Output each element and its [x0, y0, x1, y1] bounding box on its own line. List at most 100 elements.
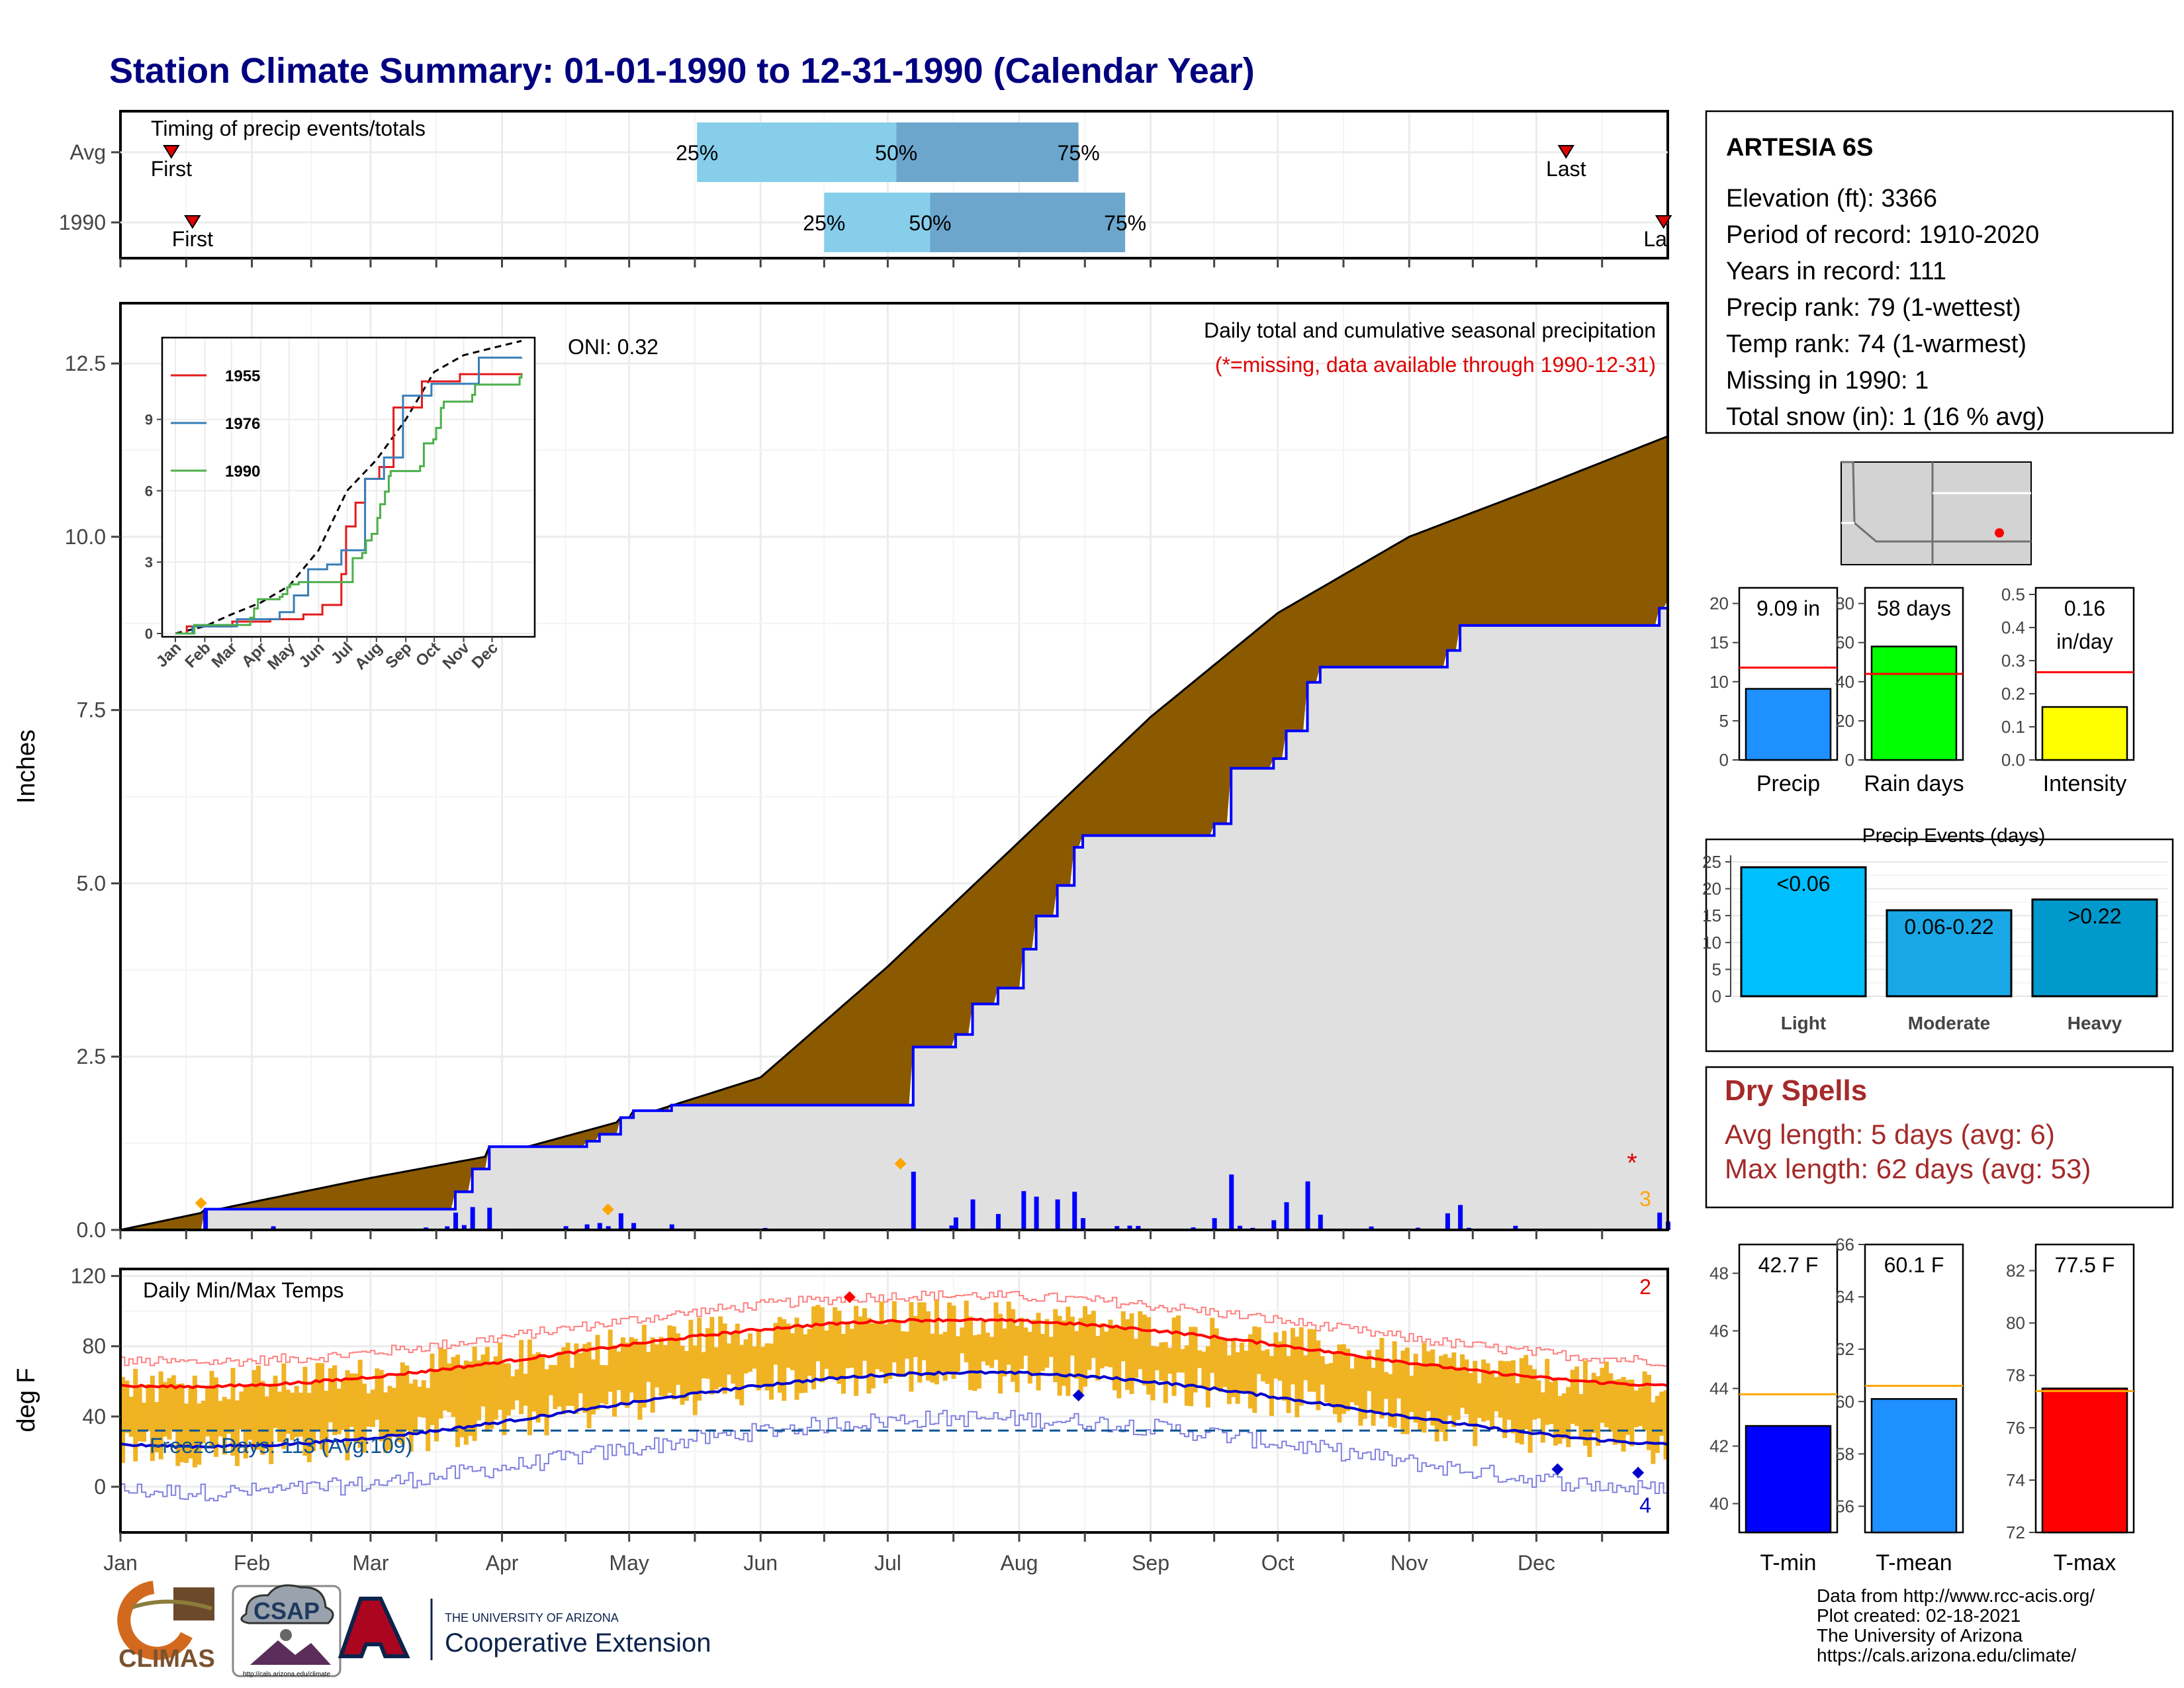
- daily-temp-range-bar: [264, 1396, 269, 1448]
- events-bar: [2031, 898, 2158, 998]
- daily-temp-range-bar: [837, 1310, 842, 1384]
- daily-temp-range-bar: [243, 1384, 248, 1459]
- daily-temp-range-bar: [345, 1370, 350, 1461]
- climas-logo-text: CLIMAS: [118, 1645, 215, 1673]
- daily-temp-range-bar: [1388, 1374, 1393, 1427]
- daily-temp-range-bar: [493, 1356, 498, 1420]
- daily-temp-range-bar: [1498, 1360, 1503, 1418]
- events-bar-label: 0.06-0.22: [1904, 915, 1993, 939]
- daily-temp-range-bar: [1201, 1351, 1206, 1389]
- daily-temp-range-bar: [1066, 1306, 1071, 1396]
- daily-temp-range-bar: [905, 1331, 910, 1359]
- inset-legend-label: 1976: [225, 415, 260, 433]
- daily-temp-range-bar: [248, 1386, 253, 1440]
- daily-temp-range-bar: [1638, 1387, 1643, 1427]
- daily-temp-range-bar: [1125, 1319, 1130, 1390]
- daily-precip-bar: [1445, 1213, 1450, 1230]
- daily-temp-range-bar: [1163, 1342, 1168, 1403]
- ua-small-text: THE UNIVERSITY OF ARIZONA: [445, 1611, 619, 1624]
- daily-temp-range-bar: [1015, 1325, 1020, 1393]
- daily-temp-range-bar: [1311, 1329, 1316, 1392]
- daily-temp-range-bar: [230, 1368, 236, 1456]
- station-info-line: Precip rank: 79 (1-wettest): [1726, 294, 2021, 322]
- temp-ytick-label: 80: [82, 1335, 106, 1358]
- avg-cumulative-area: [120, 436, 1668, 1230]
- page-title: Station Climate Summary: 01-01-1990 to 1…: [109, 51, 1255, 91]
- daily-temp-range-bar: [1099, 1323, 1105, 1369]
- daily-temp-range-bar: [171, 1375, 176, 1430]
- daily-temp-range-bar: [1002, 1329, 1007, 1377]
- daily-temp-range-bar: [285, 1389, 291, 1434]
- daily-temp-range-bar: [1473, 1360, 1478, 1446]
- daily-temp-range-bar: [540, 1356, 545, 1417]
- month-tick-label: Jun: [743, 1551, 778, 1575]
- daily-temp-range-bar: [1430, 1349, 1435, 1426]
- daily-temp-range-bar: [1332, 1352, 1338, 1415]
- daily-temp-range-bar: [1210, 1317, 1215, 1373]
- daily-temp-range-bar: [332, 1365, 338, 1435]
- avg-max-line: [120, 1317, 1668, 1389]
- temp-summary-tick-label: 56: [1835, 1496, 1854, 1516]
- daily-temp-range-bar: [1290, 1328, 1295, 1385]
- daily-temp-range-bar: [1006, 1301, 1011, 1365]
- daily-temp-range-bar: [870, 1323, 876, 1389]
- daily-temp-range-bar: [1392, 1341, 1397, 1428]
- daily-temp-range-bar: [1561, 1393, 1567, 1439]
- daily-temp-range-bar: [1426, 1351, 1431, 1411]
- mini-chart-tick-label: 20: [1835, 711, 1854, 731]
- inset-ytick-label: 6: [145, 483, 153, 499]
- mini-chart-tick-label: 0.1: [2001, 717, 2025, 737]
- daily-precip-bar: [1081, 1218, 1086, 1230]
- mini-chart-bar: [2041, 706, 2128, 761]
- daily-temp-range-bar: [1515, 1383, 1520, 1443]
- inset-ytick-label: 0: [145, 626, 153, 642]
- daily-temp-range-bar: [489, 1363, 494, 1429]
- daily-temp-range-bar: [1078, 1318, 1083, 1395]
- daily-temp-range-bar: [315, 1362, 320, 1430]
- daily-temp-range-bar: [1629, 1380, 1635, 1446]
- daily-temp-range-bar: [1277, 1341, 1283, 1381]
- mini-chart-tick-label: 0.4: [2001, 618, 2025, 637]
- data-credits: Data from http://www.rcc-acis.org/Plot c…: [1817, 1585, 2095, 1665]
- daily-temp-range-bar: [1383, 1372, 1388, 1399]
- temp-record-marker: [1072, 1389, 1085, 1402]
- daily-temp-range-bar: [188, 1385, 193, 1459]
- daily-temp-range-bar: [981, 1321, 986, 1362]
- credit-line: https://cals.arizona.edu/climate/: [1817, 1645, 2076, 1665]
- daily-temp-range-bar: [412, 1379, 418, 1433]
- daily-temp-range-bar: [320, 1363, 325, 1450]
- daily-temp-range-bar: [120, 1377, 126, 1464]
- daily-temp-range-bar: [655, 1344, 660, 1387]
- daily-temp-range-bar: [498, 1342, 503, 1410]
- daily-temp-range-bar: [306, 1393, 312, 1462]
- month-tick-label: Sep: [1132, 1551, 1169, 1575]
- daily-temp-range-bar: [833, 1307, 838, 1378]
- daily-temp-range-bar: [408, 1383, 414, 1452]
- daily-temp-range-bar: [396, 1376, 401, 1442]
- daily-temp-range-bar: [586, 1342, 592, 1429]
- daily-temp-range-bar: [854, 1305, 859, 1396]
- first-event-marker: [163, 145, 180, 159]
- daily-temp-range-bar: [637, 1343, 643, 1420]
- mini-chart-value-label: 0.16: [2064, 596, 2105, 620]
- precip-ytick-label: 2.5: [77, 1045, 106, 1068]
- daily-temp-range-bar: [866, 1317, 872, 1394]
- daily-temp-range-bar: [760, 1346, 766, 1385]
- daily-temp-range-bar: [353, 1374, 359, 1443]
- daily-temp-range-bar: [255, 1365, 261, 1450]
- daily-temp-range-bar: [1218, 1338, 1224, 1392]
- daily-temp-range-bar: [1455, 1367, 1461, 1421]
- daily-temp-range-bar: [426, 1387, 431, 1452]
- daily-temp-range-bar: [1379, 1338, 1385, 1419]
- mini-chart-label: Rain days: [1864, 771, 1964, 796]
- daily-precip-bar: [1034, 1196, 1039, 1230]
- timing-row-label: 1990: [59, 211, 106, 234]
- station-info-line: Period of record: 1910-2020: [1726, 221, 2039, 249]
- daily-temp-range-bar: [502, 1363, 507, 1435]
- daily-temp-range-bar: [1553, 1377, 1559, 1446]
- daily-temp-range-bar: [1226, 1355, 1232, 1405]
- daily-temp-range-bar: [951, 1305, 956, 1379]
- first-event-label: First: [151, 157, 192, 181]
- daily-temp-range-bar: [739, 1344, 745, 1405]
- daily-precip-bar: [970, 1199, 976, 1230]
